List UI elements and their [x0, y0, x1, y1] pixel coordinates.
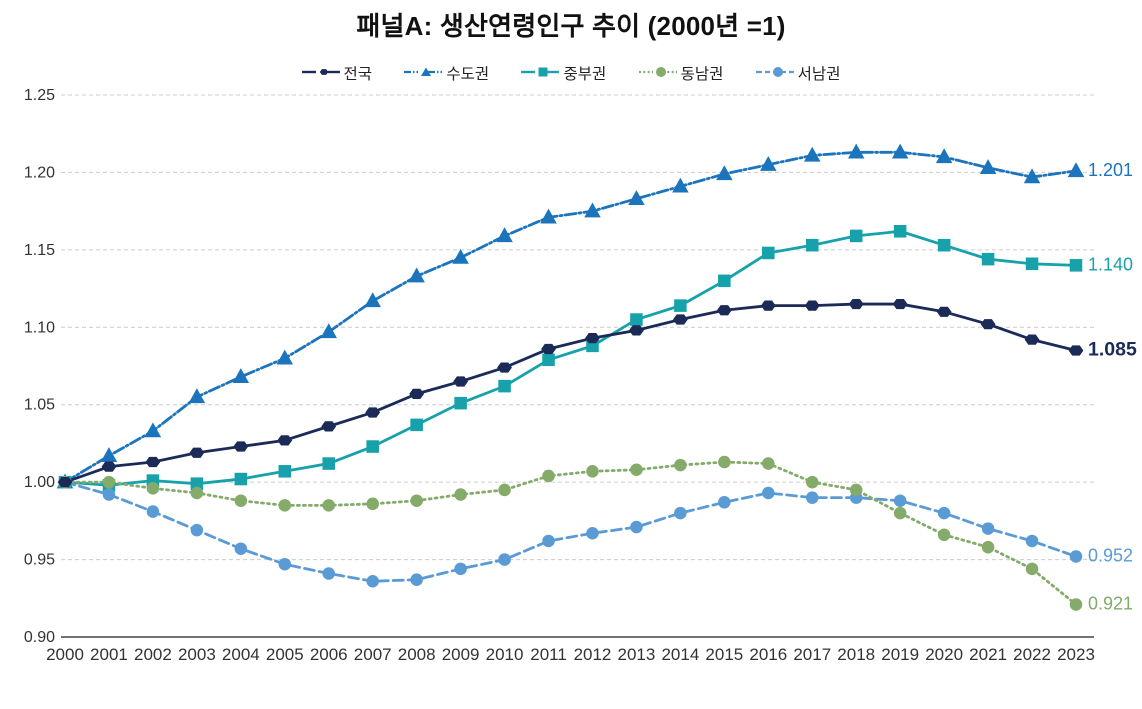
svg-text:2009: 2009 [442, 645, 480, 664]
svg-text:2014: 2014 [661, 645, 699, 664]
svg-text:1.10: 1.10 [24, 319, 55, 336]
svg-text:2005: 2005 [266, 645, 304, 664]
svg-text:2019: 2019 [881, 645, 919, 664]
svg-text:1.00: 1.00 [24, 474, 55, 491]
svg-text:2018: 2018 [837, 645, 875, 664]
svg-text:1.15: 1.15 [24, 242, 55, 259]
svg-text:2010: 2010 [486, 645, 524, 664]
svg-text:1.085: 1.085 [1088, 339, 1137, 361]
svg-text:2000: 2000 [46, 645, 84, 664]
svg-text:2020: 2020 [925, 645, 963, 664]
svg-text:1.140: 1.140 [1088, 254, 1133, 274]
svg-text:2015: 2015 [705, 645, 743, 664]
svg-text:2022: 2022 [1013, 645, 1051, 664]
svg-text:2003: 2003 [178, 645, 216, 664]
svg-text:2011: 2011 [530, 645, 567, 664]
svg-text:1.20: 1.20 [24, 164, 55, 181]
svg-text:0.952: 0.952 [1088, 545, 1133, 565]
svg-text:2017: 2017 [793, 645, 831, 664]
svg-text:1.05: 1.05 [24, 397, 55, 414]
svg-text:0.90: 0.90 [24, 629, 55, 646]
svg-text:2012: 2012 [574, 645, 612, 664]
svg-text:1.25: 1.25 [24, 87, 55, 104]
svg-text:1.201: 1.201 [1088, 160, 1133, 180]
svg-text:2006: 2006 [310, 645, 348, 664]
svg-text:0.95: 0.95 [24, 552, 55, 569]
svg-text:2013: 2013 [618, 645, 656, 664]
svg-text:2002: 2002 [134, 645, 172, 664]
svg-text:2016: 2016 [749, 645, 787, 664]
svg-text:2021: 2021 [969, 645, 1007, 664]
svg-text:2023: 2023 [1057, 645, 1095, 664]
svg-text:2001: 2001 [90, 645, 128, 664]
svg-text:2008: 2008 [398, 645, 436, 664]
svg-text:2007: 2007 [354, 645, 392, 664]
svg-text:2004: 2004 [222, 645, 260, 664]
svg-text:0.921: 0.921 [1088, 593, 1133, 613]
